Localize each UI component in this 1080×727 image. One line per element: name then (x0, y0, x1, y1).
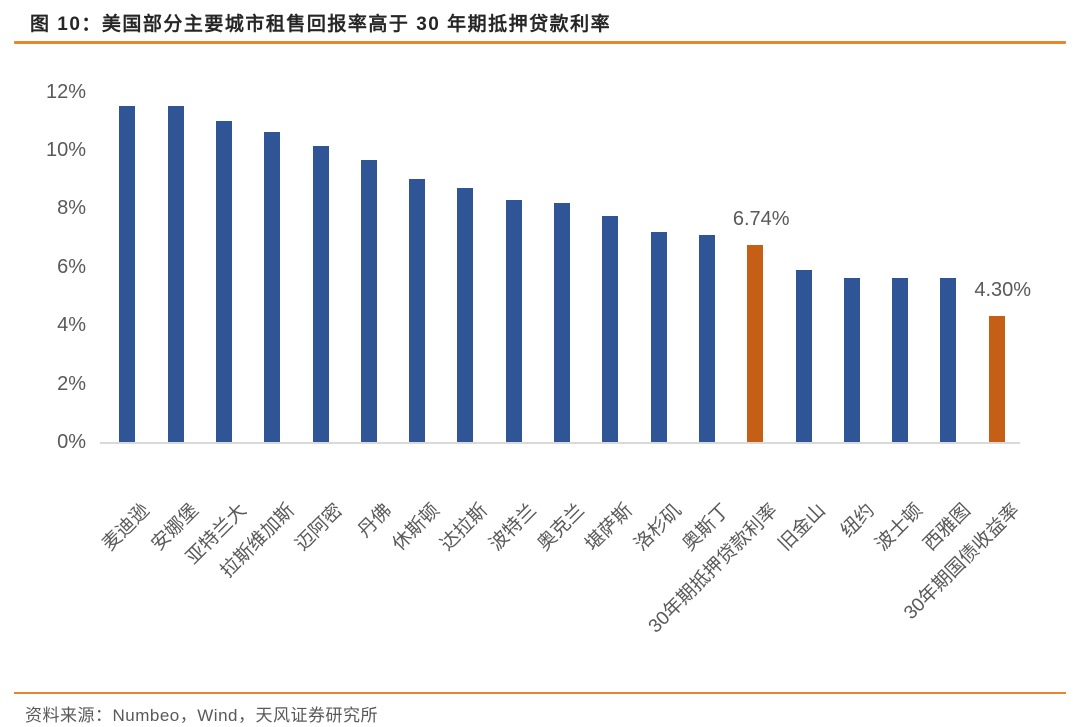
x-axis-label: 波特兰 (485, 500, 541, 556)
y-axis-tick: 6% (57, 255, 86, 278)
x-axis-label: 丹佛 (353, 500, 396, 542)
source-note: 资料来源：Numbeo，Wind，天风证券研究所 (25, 706, 378, 725)
x-axis-label: 洛杉矶 (630, 500, 686, 556)
y-axis-tick: 4% (57, 314, 86, 337)
chart-title: 图 10：美国部分主要城市租售回报率高于 30 年期抵押贷款利率 (30, 14, 612, 35)
x-axis-label: 堪萨斯 (581, 500, 638, 556)
bar (312, 145, 329, 442)
y-axis-tick: 0% (57, 431, 86, 453)
x-axis-label: 旧金山 (775, 500, 831, 556)
bar (554, 202, 570, 442)
bar (650, 231, 667, 442)
bar-value-annotation: 4.30% (974, 279, 1032, 302)
x-axis-label: 纽约 (836, 500, 879, 542)
x-axis-label: 休斯顿 (388, 500, 444, 556)
bar (167, 106, 184, 442)
bar (892, 278, 909, 442)
y-axis-tick: 8% (57, 197, 86, 220)
y-axis-tick: 2% (57, 372, 86, 395)
x-axis-label: 迈阿密 (292, 500, 348, 556)
footer-divider (14, 692, 1066, 694)
bar (505, 199, 522, 442)
bar-chart: 0% 2% 4% 6% 8% 10% 12% 麦迪逊 安娜堡 亚特兰大 拉斯维加斯 迈阿密 丹佛 休斯顿达… (0, 50, 1080, 670)
x-axis-label: 麦迪逊 (98, 500, 155, 556)
bar (119, 106, 136, 442)
x-axis-label: 波士顿 (871, 500, 927, 556)
title-divider (14, 41, 1066, 44)
y-axis-tick: 12% (45, 80, 86, 103)
bar-value-annotation: 6.74% (732, 208, 790, 231)
bar (457, 187, 474, 442)
bar-highlight (747, 245, 764, 442)
bar (264, 132, 281, 442)
x-axis-label: 奥克兰 (533, 500, 589, 556)
bar (602, 215, 619, 442)
bar (795, 269, 812, 442)
x-axis-line (100, 442, 1020, 444)
bar (698, 234, 715, 442)
bar (409, 179, 426, 442)
bar-highlight (988, 316, 1005, 442)
bar (843, 278, 860, 442)
x-axis-label: 达拉斯 (437, 500, 493, 556)
y-axis-tick: 10% (45, 139, 86, 161)
bar (215, 120, 232, 442)
bar (360, 160, 377, 442)
bar (940, 278, 957, 442)
